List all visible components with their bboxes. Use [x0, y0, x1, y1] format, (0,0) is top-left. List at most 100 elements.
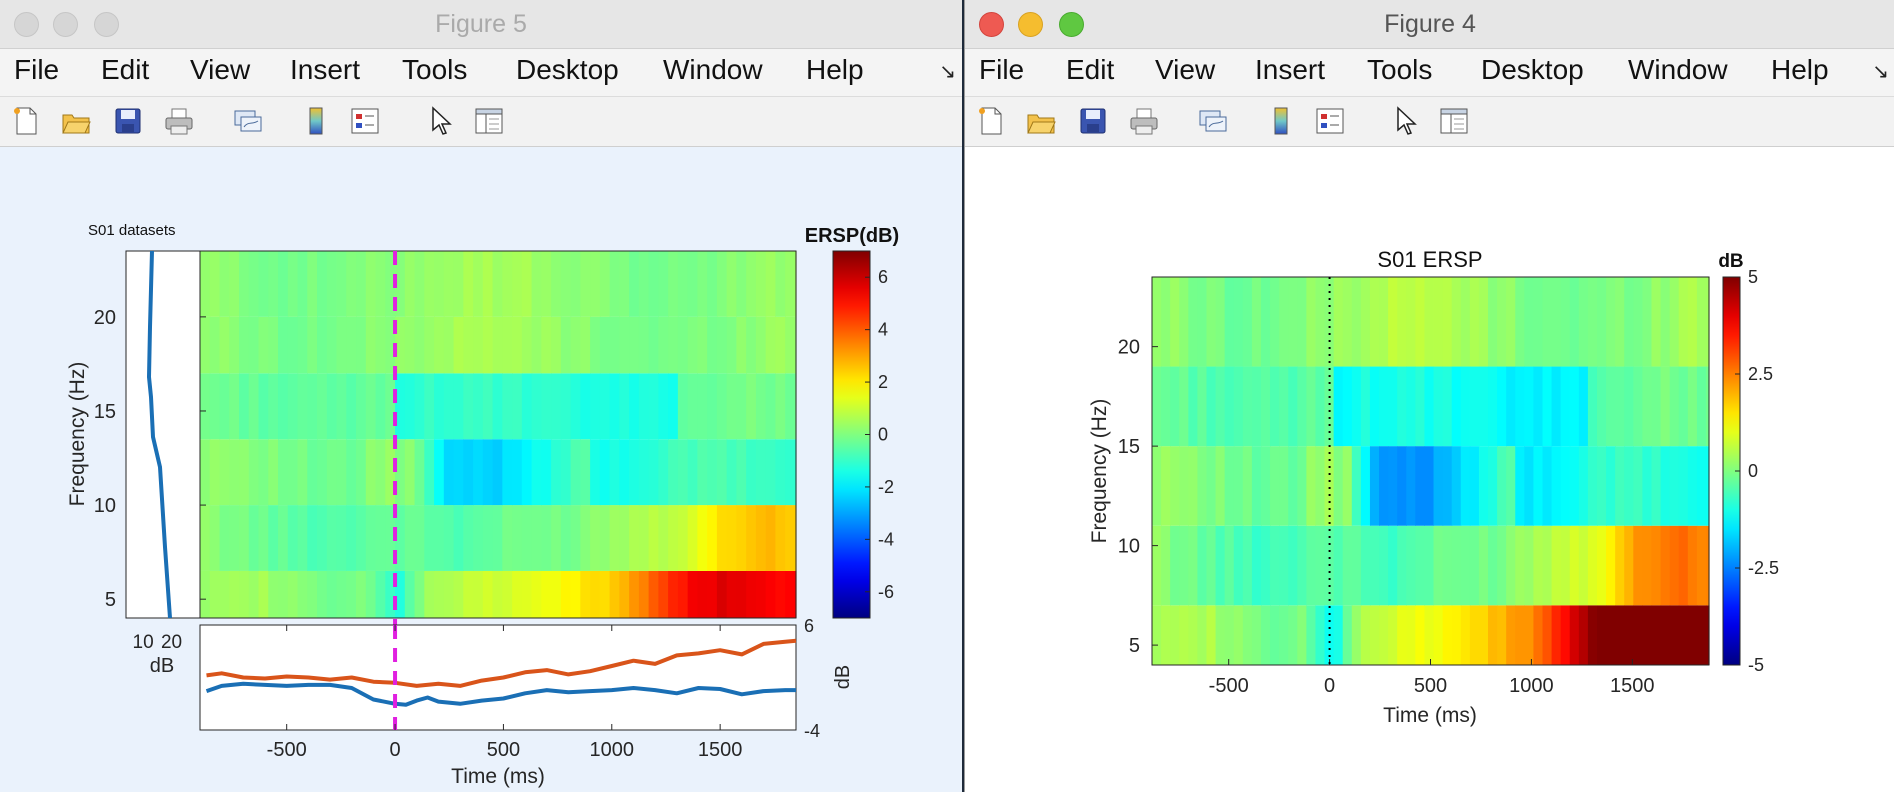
save-icon[interactable]	[1077, 105, 1109, 137]
heatmap-cell	[775, 439, 786, 506]
heatmap-cell	[619, 251, 630, 317]
heatmap-cell	[385, 505, 396, 571]
heatmap-cell	[1506, 446, 1516, 526]
heatmap-cell	[1333, 366, 1344, 447]
link-plot-icon[interactable]	[1197, 105, 1229, 137]
heatmap-cell	[755, 439, 767, 506]
heatmap-cell	[1569, 605, 1580, 665]
property-inspector-icon[interactable]	[1438, 105, 1470, 137]
heatmap-cell	[1587, 277, 1598, 367]
minimize-button[interactable]	[1018, 12, 1043, 37]
edit-plot-pointer-icon[interactable]	[1389, 105, 1421, 137]
title-bar[interactable]: Figure 4	[965, 0, 1894, 49]
heatmap-cell	[297, 251, 308, 317]
insert-colorbar-icon[interactable]	[300, 105, 332, 137]
menu-insert[interactable]: Insert	[290, 54, 361, 85]
link-plot-icon[interactable]	[232, 105, 264, 137]
heatmap-cell	[541, 373, 552, 440]
menu-edit[interactable]: Edit	[1066, 54, 1115, 85]
heatmap-cell	[297, 373, 308, 440]
heatmap-cell	[726, 439, 737, 506]
heatmap-cell	[1642, 366, 1653, 447]
zoom-button[interactable]	[94, 12, 119, 37]
heatmap-cell	[1633, 525, 1643, 606]
heatmap-cell	[1633, 446, 1643, 526]
bottom-y-tick-label: -4	[804, 721, 820, 741]
heatmap-cell	[716, 373, 728, 440]
menu-edit[interactable]: Edit	[101, 54, 150, 85]
new-figure-icon[interactable]	[10, 105, 42, 137]
heatmap-cell	[775, 505, 786, 571]
heatmap-cell	[697, 570, 708, 618]
edit-plot-pointer-icon[interactable]	[424, 105, 456, 137]
print-icon[interactable]	[163, 105, 195, 137]
heatmap-cell	[687, 570, 698, 618]
heatmap-cell	[1469, 525, 1480, 606]
menu-tools[interactable]: Tools	[1367, 54, 1433, 85]
menu-insert[interactable]: Insert	[1255, 54, 1326, 85]
heatmap-cell	[1260, 605, 1271, 665]
figure-canvas[interactable]: S01 ERSP 5 10 15 20 Frequency (Hz) -500 0 500 100…	[965, 147, 1894, 792]
heatmap-cell	[1469, 446, 1480, 526]
minimize-button[interactable]	[53, 12, 78, 37]
insert-colorbar-icon[interactable]	[1265, 105, 1297, 137]
new-figure-icon[interactable]	[975, 105, 1007, 137]
heatmap-cell	[1379, 277, 1389, 367]
heatmap-cell	[414, 251, 425, 317]
close-button[interactable]	[979, 12, 1004, 37]
menu-view[interactable]: View	[1155, 54, 1216, 85]
title-bar[interactable]: Figure 5	[0, 0, 962, 49]
figure-canvas[interactable]: S01 datasets 5 10 15 20 Frequency (Hz) 10 20 dB E…	[0, 147, 962, 792]
heatmap-cell	[1596, 605, 1607, 665]
heatmap-cell	[619, 439, 630, 506]
bottom-y-axis-label: dB	[832, 665, 854, 689]
toolbar-overflow-icon[interactable]: ↘	[1872, 61, 1889, 83]
heatmap-cell	[609, 439, 620, 506]
heatmap-cell	[765, 570, 777, 618]
open-file-icon[interactable]	[60, 105, 92, 137]
menu-view[interactable]: View	[190, 54, 251, 85]
open-file-icon[interactable]	[1025, 105, 1057, 137]
menu-tools[interactable]: Tools	[402, 54, 468, 85]
heatmap-cell	[1705, 446, 1710, 526]
toolbar-overflow-icon[interactable]: ↘	[939, 61, 956, 83]
heatmap-cell	[424, 570, 435, 618]
figure-5-window[interactable]: Figure 5 File Edit View Insert Tools Des…	[0, 0, 962, 792]
insert-legend-icon[interactable]	[1314, 105, 1346, 137]
heatmap-cell	[1705, 366, 1710, 447]
heatmap-cell	[1460, 605, 1471, 665]
property-inspector-icon[interactable]	[473, 105, 505, 137]
heatmap-cell	[1415, 446, 1426, 526]
heatmap-cell	[658, 251, 669, 317]
heatmap-cell	[1288, 605, 1298, 665]
menu-window[interactable]: Window	[1628, 54, 1728, 85]
heatmap-cell	[1542, 446, 1553, 526]
heatmap-cell	[336, 570, 347, 618]
insert-legend-icon[interactable]	[349, 105, 381, 137]
menu-file[interactable]: File	[14, 54, 60, 85]
zoom-button[interactable]	[1059, 12, 1084, 37]
menu-desktop[interactable]: Desktop	[516, 54, 619, 85]
heatmap-cell	[336, 439, 347, 506]
heatmap-cell	[424, 373, 435, 440]
menu-desktop[interactable]: Desktop	[1481, 54, 1584, 85]
print-icon[interactable]	[1128, 105, 1160, 137]
menu-window[interactable]: Window	[663, 54, 763, 85]
heatmap-cell	[443, 373, 455, 440]
x-axis-label: Time (ms)	[1383, 704, 1477, 727]
close-button[interactable]	[14, 12, 39, 37]
heatmap-cell	[1551, 525, 1562, 606]
save-icon[interactable]	[112, 105, 144, 137]
heatmap-cell	[609, 373, 620, 440]
menu-help[interactable]: Help	[806, 54, 864, 85]
figure-4-window[interactable]: Figure 4 File Edit View Insert Tools Des…	[964, 0, 1894, 792]
side-panel-tick-label: 10	[133, 632, 154, 653]
heatmap-cell	[317, 251, 328, 317]
menu-file[interactable]: File	[979, 54, 1025, 85]
heatmap-cell	[326, 570, 338, 618]
heatmap-cell	[1333, 446, 1344, 526]
heatmap-cell	[726, 373, 737, 440]
heatmap-cell	[453, 251, 464, 317]
heatmap-cell	[473, 439, 484, 506]
menu-help[interactable]: Help	[1771, 54, 1829, 85]
